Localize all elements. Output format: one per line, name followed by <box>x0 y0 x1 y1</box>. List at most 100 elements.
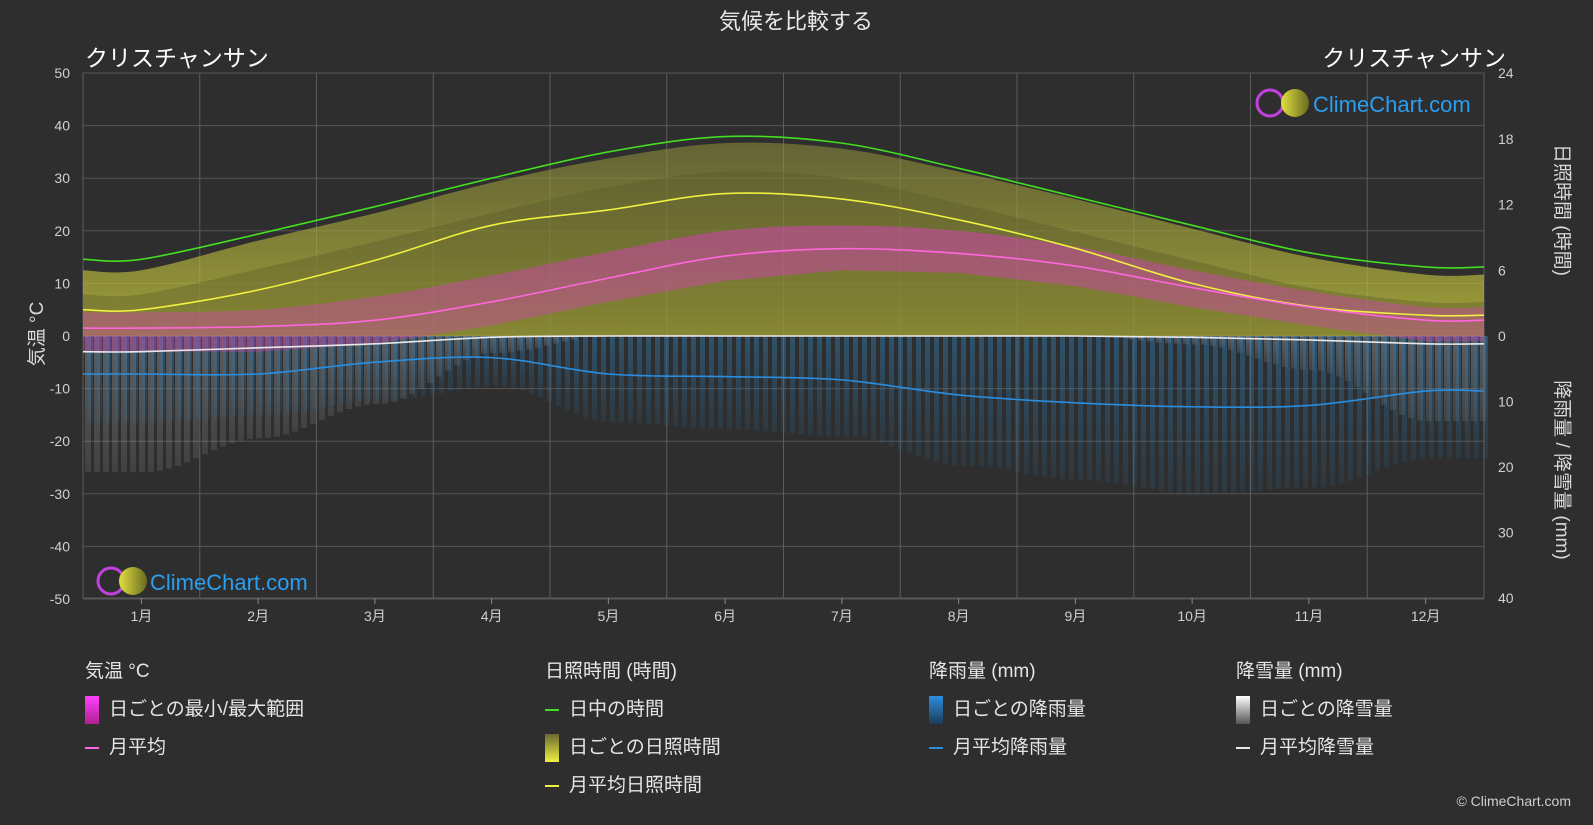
daily-rain-bar <box>1060 336 1065 480</box>
legend-daylight-label: 日中の時間 <box>569 699 665 720</box>
daily-rain-bar <box>1024 336 1029 474</box>
daily-rain-bar <box>1312 336 1317 488</box>
daily-rain-bar <box>970 336 975 466</box>
daily-rain-bar <box>97 336 102 423</box>
legend-snow-avg: 月平均降雪量 <box>1236 736 1393 760</box>
daily-rain-bar <box>367 336 372 402</box>
daily-rain-bar <box>862 336 867 439</box>
daily-rain-bar <box>529 336 534 394</box>
month-label: 10月 <box>1177 608 1207 624</box>
daily-rain-bar <box>1447 336 1452 459</box>
daily-rain-bar <box>736 336 741 430</box>
left-tick-label: 20 <box>54 223 70 239</box>
daily-rain-bar <box>1258 336 1263 491</box>
logo-ring-icon <box>1255 88 1285 118</box>
daily-rain-bar <box>799 336 804 435</box>
climate-chart: 気候を比較する クリスチャンサン クリスチャンサン 50 40 30 20 10 0 -10… <box>26 9 1573 624</box>
daily-rain-bar <box>196 336 201 420</box>
legend-rain-avg-label: 月平均降雨量 <box>953 737 1068 758</box>
month-label: 11月 <box>1295 608 1324 624</box>
daily-rain-bar <box>1321 336 1326 487</box>
daily-rain-bar <box>1015 336 1020 472</box>
left-tick-label: 30 <box>54 170 70 186</box>
daily-rain-bar <box>979 336 984 467</box>
daily-rain-bar <box>286 336 291 414</box>
daily-rain-bar <box>1168 336 1173 493</box>
daily-rain-bar <box>1474 336 1479 459</box>
daily-rain-bar <box>1141 336 1146 489</box>
daily-rain-bar <box>1213 336 1218 495</box>
right-sunshine-tick-label: 6 <box>1498 262 1506 278</box>
legend-snow-daily: 日ごとの降雪量 <box>1236 696 1393 724</box>
month-label: 7月 <box>831 608 853 624</box>
daily-rain-bar <box>763 336 768 432</box>
daily-rain-bar <box>1357 336 1362 478</box>
daily-rain-bar <box>1339 336 1344 484</box>
daily-rain-bar <box>340 336 345 405</box>
daily-rain-bar <box>304 336 309 411</box>
daily-rain-bar <box>223 336 228 417</box>
daily-rain-bar <box>601 336 606 422</box>
daily-rain-bar <box>1177 336 1182 494</box>
legend-snow-avg-label: 月平均降雪量 <box>1260 737 1375 758</box>
daily-rain-bar <box>439 336 444 394</box>
right-precip-tick-label: 30 <box>1498 525 1514 541</box>
logo-bottom: ClimeChart.com <box>96 566 308 596</box>
legend-rain-avg: 月平均降雨量 <box>929 736 1086 760</box>
daily-rain-bar <box>556 336 561 406</box>
legend-sunshine-avg-label: 月平均日照時間 <box>569 775 703 796</box>
temp-range-swatch-icon <box>85 696 99 724</box>
daily-rain-bar <box>1330 336 1335 486</box>
left-tick-label: -40 <box>50 538 70 554</box>
right-precip-tick-label: 20 <box>1498 459 1514 475</box>
sunshine-avg-line-icon <box>545 785 559 787</box>
daylight-line <box>82 135 1485 269</box>
left-tick-label: 40 <box>54 118 70 134</box>
daily-rain-bar <box>1186 336 1191 495</box>
left-tick-label: -10 <box>50 381 70 397</box>
month-label: 2月 <box>247 608 269 624</box>
rain-swatch-icon <box>929 696 943 724</box>
legend-rain-title: 降雨量 (mm) <box>929 661 1036 682</box>
daily-rain-bar <box>952 336 957 466</box>
daily-rain-bar <box>808 336 813 436</box>
daily-rain-bar <box>1393 336 1398 465</box>
logo-sun-icon <box>1281 89 1309 117</box>
logo-top: ClimeChart.com <box>1255 88 1471 118</box>
copyright: © ClimeChart.com <box>1456 793 1571 809</box>
daily-rain-bar <box>124 336 129 423</box>
daily-rain-bar <box>1222 336 1227 494</box>
left-tick-label: 10 <box>54 275 70 291</box>
legend-temp-avg: 月平均 <box>85 736 304 760</box>
month-label: 1月 <box>130 608 152 624</box>
daily-rain-bar <box>1195 336 1200 495</box>
daily-rain-bar <box>430 336 435 395</box>
daily-rain-bar <box>1249 336 1254 492</box>
daily-rain-bar <box>682 336 687 428</box>
daily-rain-bar <box>1159 336 1164 492</box>
daily-rain-bars <box>88 336 1488 495</box>
legend-rain: 降雨量 (mm) 日ごとの降雨量 月平均降雨量 <box>929 660 1086 774</box>
right-top-axis-label: 日照時間 (時間) <box>1551 144 1573 276</box>
daily-rain-bar <box>664 336 669 426</box>
daily-rain-bar <box>1267 336 1272 490</box>
daily-rain-bar <box>1042 336 1047 477</box>
legend-rain-daily: 日ごとの降雨量 <box>929 696 1086 724</box>
temp-avg-line <box>82 247 1485 330</box>
daily-rain-bar <box>259 336 264 416</box>
legend-temp-range-label: 日ごとの最小/最大範囲 <box>109 699 305 720</box>
left-tick-label: -20 <box>50 433 70 449</box>
daily-rain-bar <box>322 336 327 408</box>
month-label: 12月 <box>1411 608 1441 624</box>
snow-swatch-icon <box>1236 696 1250 724</box>
daily-rain-bar <box>619 336 624 423</box>
daily-rain-bar <box>961 336 966 466</box>
daily-rain-bar <box>385 336 390 401</box>
daily-rain-bar <box>835 336 840 437</box>
daily-rain-bar <box>583 336 588 418</box>
daily-rain-bar <box>1132 336 1137 487</box>
left-tick-label: -50 <box>50 591 70 607</box>
month-label: 9月 <box>1064 608 1086 624</box>
legend-daylight: 日中の時間 <box>545 698 721 722</box>
daily-rain-bar <box>205 336 210 419</box>
